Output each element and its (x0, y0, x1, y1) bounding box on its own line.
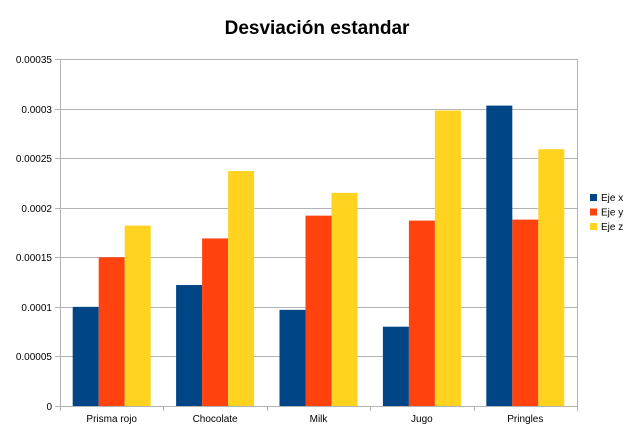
bar (512, 219, 539, 406)
y-tick-labels: 0 0.00005 0.0001 0.00015 0.0002 0.00025 0.0003… (16, 55, 53, 413)
x-tick-label: Milk (310, 414, 329, 425)
y-tick-label: 0.00005 (16, 352, 53, 363)
bar (331, 192, 358, 406)
chart-title: Desviación estandar (225, 18, 410, 39)
bars (72, 105, 565, 407)
bar (72, 306, 99, 406)
legend: Eje x Eje y Eje z (590, 193, 623, 233)
y-tick-label: 0.00025 (16, 154, 53, 165)
bar (382, 326, 409, 406)
legend-swatch (590, 223, 597, 230)
y-tick-label: 0.0002 (21, 204, 52, 215)
bar (228, 171, 255, 406)
bar (124, 225, 151, 406)
legend-swatch (590, 194, 597, 201)
y-tick-label: 0 (46, 402, 52, 413)
bar (486, 105, 513, 407)
y-tick-label: 0.0001 (21, 303, 52, 314)
x-tick-label: Pringles (507, 414, 543, 425)
bar (538, 149, 565, 406)
bar (98, 257, 125, 406)
x-tick-label: Chocolate (193, 414, 238, 425)
axes (55, 59, 578, 411)
y-tick-label: 0.00015 (16, 253, 53, 264)
bar (434, 110, 461, 406)
legend-label: Eje x (601, 193, 623, 204)
bar (202, 238, 229, 406)
x-tick-label: Prisma rojo (86, 414, 137, 425)
bar (305, 215, 332, 406)
bar (279, 309, 306, 406)
bar (176, 285, 203, 406)
x-tick-labels: Prisma rojo Chocolate Milk Jugo Pringles (86, 414, 543, 425)
x-tick-label: Jugo (411, 414, 433, 425)
y-tick-label: 0.00035 (16, 55, 53, 66)
legend-label: Eje y (601, 208, 623, 219)
legend-swatch (590, 208, 597, 216)
legend-label: Eje z (601, 222, 623, 233)
y-tick-label: 0.0003 (21, 105, 52, 116)
bar (408, 220, 435, 406)
